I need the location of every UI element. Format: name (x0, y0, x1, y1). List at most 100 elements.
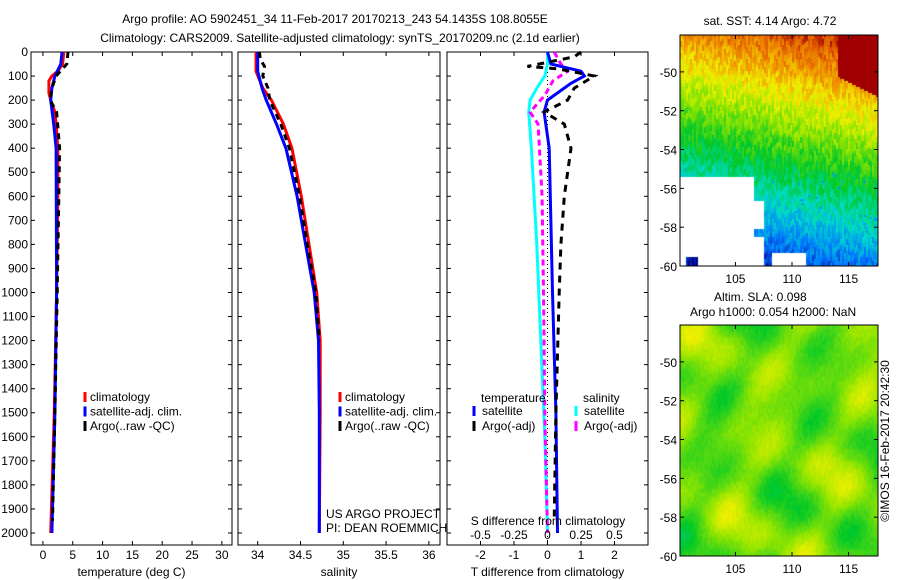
lat-tick-label: -54 (660, 434, 678, 448)
project-credit: US ARGO PROJECT (326, 507, 441, 521)
lat-tick-label: -60 (660, 260, 678, 274)
figure-title-line2: Climatology: CARS2009. Satellite-adjuste… (100, 31, 580, 45)
plot-frame (237, 51, 441, 546)
lat-tick-label: -54 (660, 144, 678, 158)
lon-tick-label: 105 (725, 562, 745, 576)
x-tick-label: 36 (422, 548, 436, 562)
y-tick-label: 1900 (1, 502, 28, 516)
legend-satellite-adj-clim-label: satellite-adj. clim. (345, 405, 437, 419)
lat-tick-label: -60 (660, 550, 678, 564)
x-tick-label: 34.5 (289, 548, 313, 562)
lon-tick-label: 105 (725, 272, 745, 286)
plot-frame (30, 51, 233, 546)
sla-map-image (680, 325, 878, 556)
y-tick-label: 1400 (1, 382, 28, 396)
y-tick-label: 1100 (2, 310, 28, 324)
legend-climatology-label: climatology (345, 390, 405, 404)
map-frame (679, 324, 879, 557)
temperature-satellite-line (542, 51, 587, 534)
s-tick-label: -0.5 (470, 528, 491, 542)
y-tick-label: 700 (8, 213, 28, 227)
x-tick-label: 10 (96, 548, 110, 562)
lat-tick-label: -58 (660, 511, 678, 525)
y-tick-label: 1800 (1, 478, 28, 492)
legend-header-temperature: temperature (481, 391, 546, 405)
x-tick-label: 1 (578, 548, 585, 562)
copyright-label: ©IMOS 16-Feb-2017 20:42:30 (878, 360, 892, 522)
y-tick-label: 200 (8, 93, 28, 107)
x-axis-label: T difference from climatology (471, 565, 625, 579)
y-tick-label: 900 (8, 261, 28, 275)
lon-tick-label: 110 (782, 562, 801, 576)
profile-panel-2 (237, 51, 441, 546)
legend-satellite-adj-clim-label: satellite-adj. clim. (90, 405, 182, 419)
lon-tick-label: 115 (839, 272, 858, 286)
x-tick-label: 34 (251, 548, 265, 562)
satellite-adj-clim-line (49, 51, 64, 534)
x-axis-label: temperature (deg C) (77, 565, 185, 579)
x-tick-label: 5 (69, 548, 76, 562)
legend-t-argo-label: Argo(-adj) (482, 419, 535, 433)
legend-t-satellite-label: satellite (482, 404, 523, 418)
y-tick-label: 0 (21, 45, 28, 59)
x-tick-label: 30 (215, 548, 229, 562)
s-tick-label: -0.25 (500, 528, 528, 542)
lat-tick-label: -50 (660, 66, 678, 80)
y-tick-label: 500 (8, 165, 28, 179)
x-tick-label: 15 (126, 548, 140, 562)
s-tick-label: 0 (544, 528, 551, 542)
s-tick-label: 0.25 (569, 528, 593, 542)
x-tick-label: -2 (475, 548, 486, 562)
lat-tick-label: -56 (660, 182, 678, 196)
y-tick-label: 600 (8, 189, 28, 203)
x-tick-label: -1 (509, 548, 520, 562)
s-axis-label: S difference from climatology (471, 514, 626, 528)
s-tick-label: 0.5 (606, 528, 623, 542)
x-tick-label: 20 (156, 548, 170, 562)
y-tick-label: 300 (8, 117, 28, 131)
y-tick-label: 1200 (1, 334, 28, 348)
figure-title-line1: Argo profile: AO 5902451_34 11-Feb-2017 … (122, 12, 547, 26)
lat-tick-label: -58 (660, 221, 678, 235)
y-tick-label: 1700 (1, 454, 28, 468)
y-tick-label: 800 (8, 237, 28, 251)
y-tick-label: 400 (8, 141, 28, 155)
x-tick-label: 0 (40, 548, 47, 562)
x-axis-label: salinity (321, 565, 358, 579)
temperature-argo-line (527, 50, 599, 522)
lat-tick-label: -52 (660, 105, 678, 119)
lon-tick-label: 115 (839, 562, 858, 576)
sst-map-title: sat. SST: 4.14 Argo: 4.72 (704, 14, 837, 28)
x-tick-label: 0 (544, 548, 551, 562)
x-tick-label: 35 (337, 548, 351, 562)
x-tick-label: 35.5 (374, 548, 398, 562)
argo-raw-line (48, 51, 70, 522)
y-tick-label: 100 (8, 69, 28, 83)
x-tick-label: 25 (185, 548, 199, 562)
y-tick-label: 1000 (1, 285, 28, 299)
argo-raw-line (257, 51, 321, 341)
y-tick-label: 2000 (1, 526, 28, 540)
legend-s-argo-label: Argo(-adj) (584, 419, 637, 433)
sst-map-image (680, 35, 878, 266)
pi-credit: PI: DEAN ROEMMICH (326, 521, 447, 535)
sla-map-title: Altim. SLA: 0.098 (714, 290, 807, 304)
lat-tick-label: -56 (660, 472, 678, 486)
lon-tick-label: 110 (782, 272, 801, 286)
x-tick-label: 2 (611, 548, 618, 562)
satellite-adj-clim-line (256, 52, 321, 533)
map-frame (679, 34, 879, 267)
lat-tick-label: -52 (660, 395, 678, 409)
climatology-line (254, 52, 322, 534)
lat-tick-label: -50 (660, 356, 678, 370)
sla-map-subtitle: Argo h1000: 0.054 h2000: NaN (690, 305, 856, 319)
y-tick-label: 1600 (1, 430, 28, 444)
legend-climatology-label: climatology (90, 390, 150, 404)
legend-s-satellite-label: satellite (584, 404, 625, 418)
legend-argo-raw-label: Argo(..raw -QC) (345, 419, 430, 433)
legend-header-salinity: salinity (583, 391, 620, 405)
y-tick-label: 1500 (1, 406, 28, 420)
y-tick-label: 1300 (1, 358, 28, 372)
legend-argo-raw-label: Argo(..raw -QC) (90, 419, 175, 433)
